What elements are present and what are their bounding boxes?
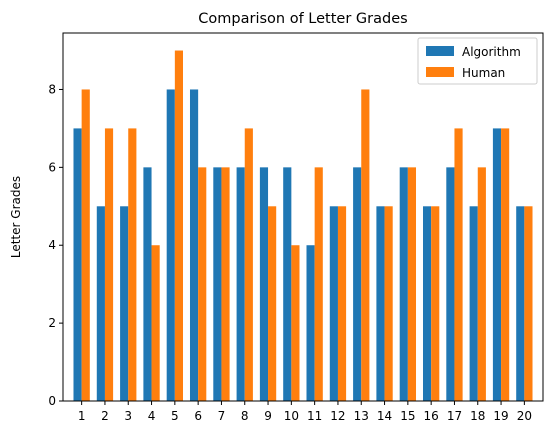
bar-human-1 bbox=[81, 89, 90, 401]
bar-algorithm-6 bbox=[189, 89, 199, 401]
bar-human-17 bbox=[454, 128, 463, 401]
bar-human-10 bbox=[291, 245, 300, 401]
bar-human-20 bbox=[524, 206, 533, 401]
x-tick-label: 13 bbox=[354, 409, 369, 423]
chart-title: Comparison of Letter Grades bbox=[198, 11, 407, 27]
x-tick-label: 12 bbox=[330, 409, 345, 423]
bar-algorithm-10 bbox=[283, 167, 292, 401]
y-tick-label: 2 bbox=[48, 316, 56, 330]
legend-swatch-human bbox=[426, 67, 454, 77]
bar-human-9 bbox=[268, 206, 277, 401]
legend-label-algorithm: Algorithm bbox=[462, 45, 521, 59]
legend-label-human: Human bbox=[462, 66, 505, 80]
y-tick-label: 0 bbox=[48, 394, 56, 408]
bar-algorithm-4 bbox=[143, 167, 152, 401]
y-axis-label: Letter Grades bbox=[9, 176, 23, 258]
x-tick-label: 3 bbox=[124, 409, 132, 423]
bar-human-14 bbox=[384, 206, 393, 401]
x-tick-label: 20 bbox=[517, 409, 532, 423]
x-tick-label: 7 bbox=[218, 409, 226, 423]
x-tick-label: 16 bbox=[424, 409, 439, 423]
bar-algorithm-17 bbox=[446, 167, 455, 401]
x-tick-label: 8 bbox=[241, 409, 249, 423]
bar-human-16 bbox=[431, 206, 440, 401]
bar-human-3 bbox=[128, 128, 137, 401]
y-axis: 0 2 4 6 8 bbox=[48, 82, 63, 408]
bar-algorithm-12 bbox=[329, 206, 338, 401]
bar-algorithm-14 bbox=[376, 206, 385, 401]
bar-human-7 bbox=[221, 167, 230, 401]
legend-swatch-algorithm bbox=[426, 46, 454, 56]
legend: Algorithm Human bbox=[417, 37, 538, 85]
bars-layer bbox=[73, 50, 533, 402]
bar-algorithm-15 bbox=[399, 167, 408, 401]
bar-algorithm-8 bbox=[236, 167, 245, 401]
x-tick-label: 18 bbox=[470, 409, 485, 423]
x-tick-label: 10 bbox=[284, 409, 299, 423]
x-tick-label: 17 bbox=[447, 409, 462, 423]
bar-algorithm-16 bbox=[423, 206, 432, 401]
y-tick-label: 8 bbox=[48, 82, 56, 96]
bar-algorithm-11 bbox=[306, 245, 315, 401]
bar-algorithm-2 bbox=[96, 206, 105, 401]
bar-algorithm-3 bbox=[120, 206, 129, 401]
x-tick-label: 6 bbox=[194, 409, 202, 423]
plot-frame bbox=[62, 32, 544, 402]
bar-human-18 bbox=[477, 167, 486, 401]
bar-algorithm-19 bbox=[492, 128, 502, 401]
bar-human-11 bbox=[314, 167, 323, 401]
bar-algorithm-18 bbox=[469, 206, 478, 401]
x-tick-label: 15 bbox=[400, 409, 415, 423]
x-tick-label: 11 bbox=[307, 409, 322, 423]
x-tick-label: 4 bbox=[148, 409, 156, 423]
bar-algorithm-20 bbox=[516, 206, 525, 401]
x-tick-label: 1 bbox=[78, 409, 86, 423]
bar-algorithm-1 bbox=[73, 128, 82, 401]
bar-human-8 bbox=[244, 128, 253, 401]
bar-algorithm-5 bbox=[166, 89, 175, 401]
x-tick-label: 5 bbox=[171, 409, 179, 423]
bar-human-4 bbox=[151, 245, 160, 401]
y-tick-label: 6 bbox=[48, 160, 56, 174]
bar-algorithm-13 bbox=[353, 167, 362, 401]
y-tick-label: 4 bbox=[48, 238, 56, 252]
bar-human-15 bbox=[407, 167, 417, 401]
bar-algorithm-7 bbox=[213, 167, 222, 401]
bar-human-5 bbox=[174, 50, 183, 402]
x-tick-label: 19 bbox=[493, 409, 508, 423]
x-tick-label: 2 bbox=[101, 409, 109, 423]
x-tick-label: 9 bbox=[264, 409, 272, 423]
x-axis: 1 2 3 4 5 6 7 8 9 10 11 12 13 14 15 16 17 18 19 20 bbox=[78, 401, 532, 423]
bar-human-6 bbox=[198, 167, 207, 401]
bar-human-19 bbox=[501, 128, 510, 401]
bar-human-2 bbox=[104, 128, 114, 401]
bar-human-12 bbox=[337, 206, 347, 401]
x-tick-label: 14 bbox=[377, 409, 392, 423]
bar-human-13 bbox=[361, 89, 370, 401]
bar-algorithm-9 bbox=[259, 167, 269, 401]
